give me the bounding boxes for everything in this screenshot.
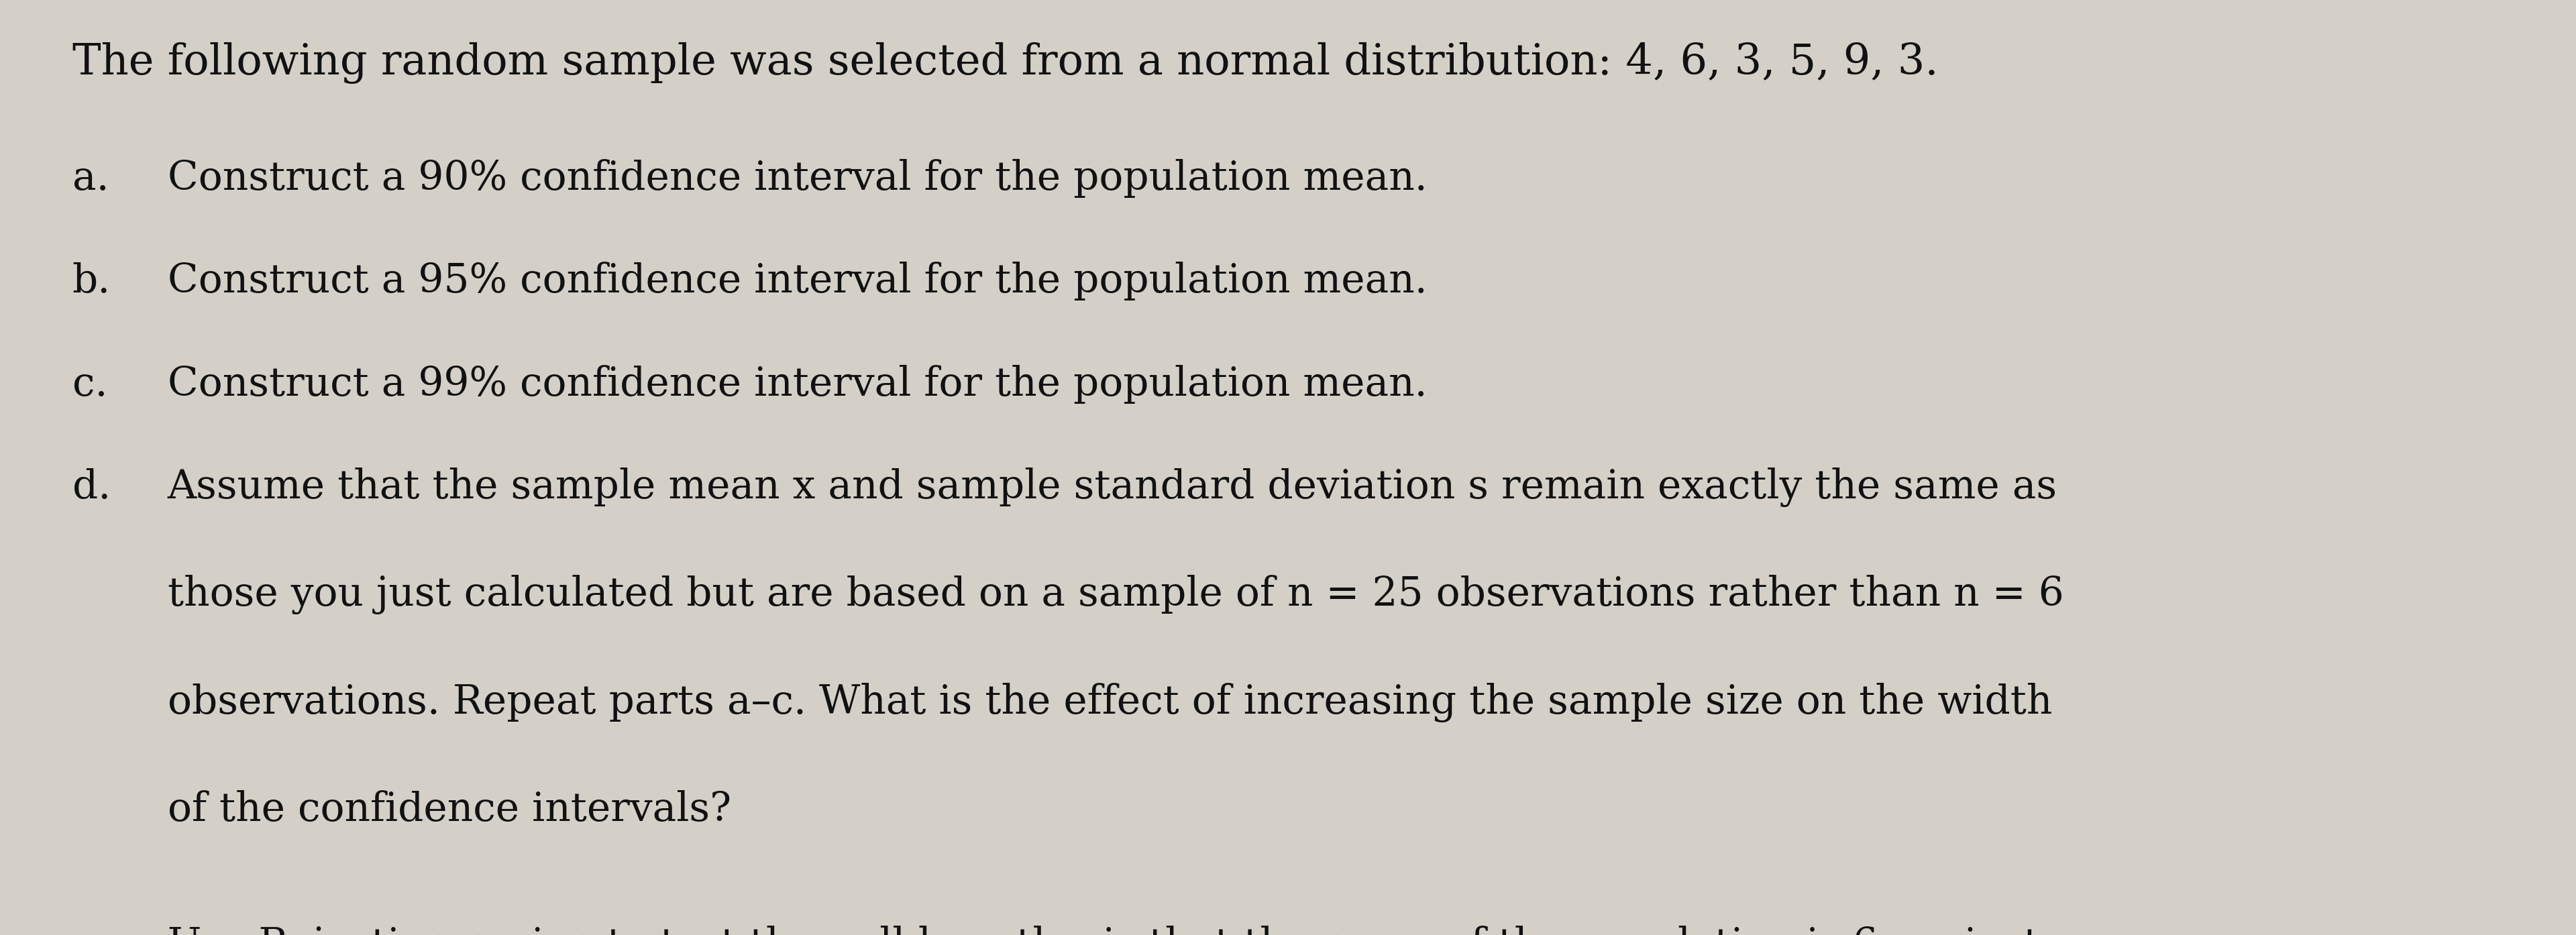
Text: c.: c.	[72, 365, 108, 404]
Text: Use Rejection region to test the null hypothesis that the mean of the population: Use Rejection region to test the null hy…	[167, 926, 2040, 935]
Text: observations. Repeat parts a–c. What is the effect of increasing the sample size: observations. Repeat parts a–c. What is …	[167, 683, 2053, 722]
Text: The following random sample was selected from a normal distribution: 4, 6, 3, 5,: The following random sample was selected…	[72, 42, 1937, 84]
Text: e.: e.	[72, 926, 108, 935]
Text: b.: b.	[72, 262, 111, 301]
Text: Assume that the sample mean x and sample standard deviation s remain exactly the: Assume that the sample mean x and sample…	[167, 468, 2058, 507]
Text: a.: a.	[72, 159, 108, 198]
Text: Construct a 95% confidence interval for the population mean.: Construct a 95% confidence interval for …	[167, 262, 1427, 301]
Text: of the confidence intervals?: of the confidence intervals?	[167, 790, 732, 829]
Text: d.: d.	[72, 468, 111, 507]
Text: Construct a 99% confidence interval for the population mean.: Construct a 99% confidence interval for …	[167, 365, 1427, 404]
Text: Construct a 90% confidence interval for the population mean.: Construct a 90% confidence interval for …	[167, 159, 1427, 198]
Text: those you just calculated but are based on a sample of n = 25 observations rathe: those you just calculated but are based …	[167, 575, 2063, 614]
